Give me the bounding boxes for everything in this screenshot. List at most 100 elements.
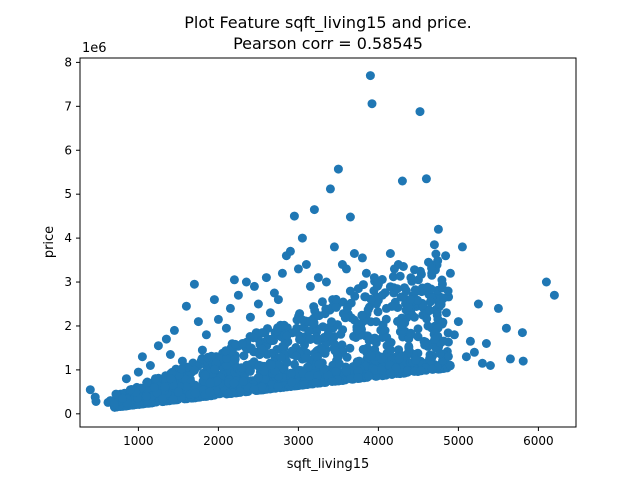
scatter-point: [373, 279, 383, 289]
scatter-point: [209, 295, 219, 305]
scatter-point: [380, 326, 390, 335]
scatter-point: [266, 360, 276, 370]
scatter-point: [257, 328, 267, 338]
scatter-point: [200, 370, 210, 380]
scatter-point: [286, 368, 296, 378]
scatter-point: [282, 331, 292, 341]
scatter-point: [385, 249, 395, 258]
scatter-point: [325, 184, 335, 194]
scatter-point: [201, 330, 211, 340]
scatter-point: [469, 347, 479, 357]
scatter-point: [413, 324, 423, 334]
scatter-point: [261, 273, 271, 283]
x-tick-label: 3000: [283, 434, 314, 448]
x-axis-ticks: 1000 2000 3000 4000 5000 6000: [123, 427, 554, 448]
scatter-point: [297, 233, 307, 243]
scatter-point: [445, 361, 455, 371]
scatter-point: [149, 383, 159, 392]
scatter-point: [342, 303, 352, 313]
scatter-point: [366, 294, 376, 304]
y-scale-offset-label: 1e6: [82, 41, 107, 56]
scatter-point: [245, 366, 255, 376]
scatter-point: [425, 297, 435, 307]
scatter-point: [425, 306, 435, 315]
scatter-point: [409, 366, 419, 376]
scatter-point: [416, 366, 426, 376]
scatter-point: [223, 388, 233, 398]
scatter-point: [327, 317, 336, 327]
scatter-point: [358, 344, 368, 354]
scatter-point: [213, 314, 223, 324]
scatter-point: [190, 388, 200, 398]
scatter-point: [411, 287, 421, 297]
scatter-point: [501, 323, 511, 333]
scatter-point: [151, 374, 160, 384]
scatter-point: [413, 332, 423, 342]
scatter-point: [137, 352, 147, 362]
scatter-point: [157, 393, 167, 403]
scatter-point: [481, 339, 491, 348]
scatter-point: [449, 330, 459, 340]
scatter-point: [181, 301, 191, 311]
scatter-point: [317, 297, 327, 307]
scatter-point: [327, 377, 337, 386]
scatter-point: [295, 335, 305, 345]
scatter-point: [415, 107, 425, 117]
scatter-point: [386, 345, 396, 355]
scatter-point: [341, 366, 351, 376]
scatter-point: [297, 315, 307, 325]
scatter-point: [168, 394, 178, 404]
scatter-point: [222, 353, 231, 363]
scatter-point: [377, 290, 387, 300]
scatter-point: [435, 349, 445, 359]
y-tick-label: 0: [64, 407, 72, 421]
scatter-point: [323, 328, 333, 338]
scatter-point: [314, 311, 324, 321]
scatter-point: [352, 357, 362, 367]
scatter-point: [370, 365, 380, 375]
scatter-point: [411, 355, 421, 365]
scatter-point: [394, 354, 404, 364]
scatter-point: [505, 354, 515, 364]
scatter-point: [413, 275, 423, 285]
scatter-point: [254, 362, 264, 372]
scatter-point: [439, 336, 449, 346]
scatter-point: [301, 353, 311, 363]
scatter-point: [230, 354, 240, 364]
scatter-point: [364, 371, 374, 381]
scatter-point: [276, 352, 286, 362]
scatter-point: [301, 260, 311, 269]
scatter-point: [330, 346, 340, 356]
scatter-point: [173, 387, 183, 397]
scatter-point: [363, 305, 373, 315]
scatter-point: [437, 279, 447, 289]
scatter-point: [331, 302, 341, 312]
scatter-point: [382, 332, 392, 342]
scatter-point: [353, 284, 363, 294]
scatter-point: [321, 277, 331, 287]
scatter-point: [381, 303, 391, 313]
scatter-point: [160, 382, 170, 392]
scatter-point: [245, 312, 255, 322]
scatter-point: [421, 174, 431, 184]
scatter-point: [133, 367, 143, 377]
scatter-point: [395, 271, 405, 281]
scatter-point: [423, 282, 432, 292]
scatter-point: [381, 314, 391, 324]
scatter-point: [236, 363, 246, 373]
scatter-point: [427, 263, 437, 273]
scatter-point: [311, 378, 321, 388]
scatter-point: [278, 341, 288, 351]
scatter-point: [371, 317, 381, 327]
chart-title-line-2: Pearson corr = 0.58545: [233, 34, 423, 53]
scatter-point: [377, 365, 387, 375]
scatter-point: [385, 368, 395, 378]
scatter-point: [331, 294, 341, 304]
scatter-point: [318, 322, 328, 332]
scatter-point: [249, 385, 259, 395]
scatter-point: [193, 317, 203, 327]
scatter-point: [367, 99, 377, 109]
x-tick-label: 6000: [523, 434, 554, 448]
scatter-point: [111, 389, 121, 399]
scatter-point: [345, 374, 355, 384]
